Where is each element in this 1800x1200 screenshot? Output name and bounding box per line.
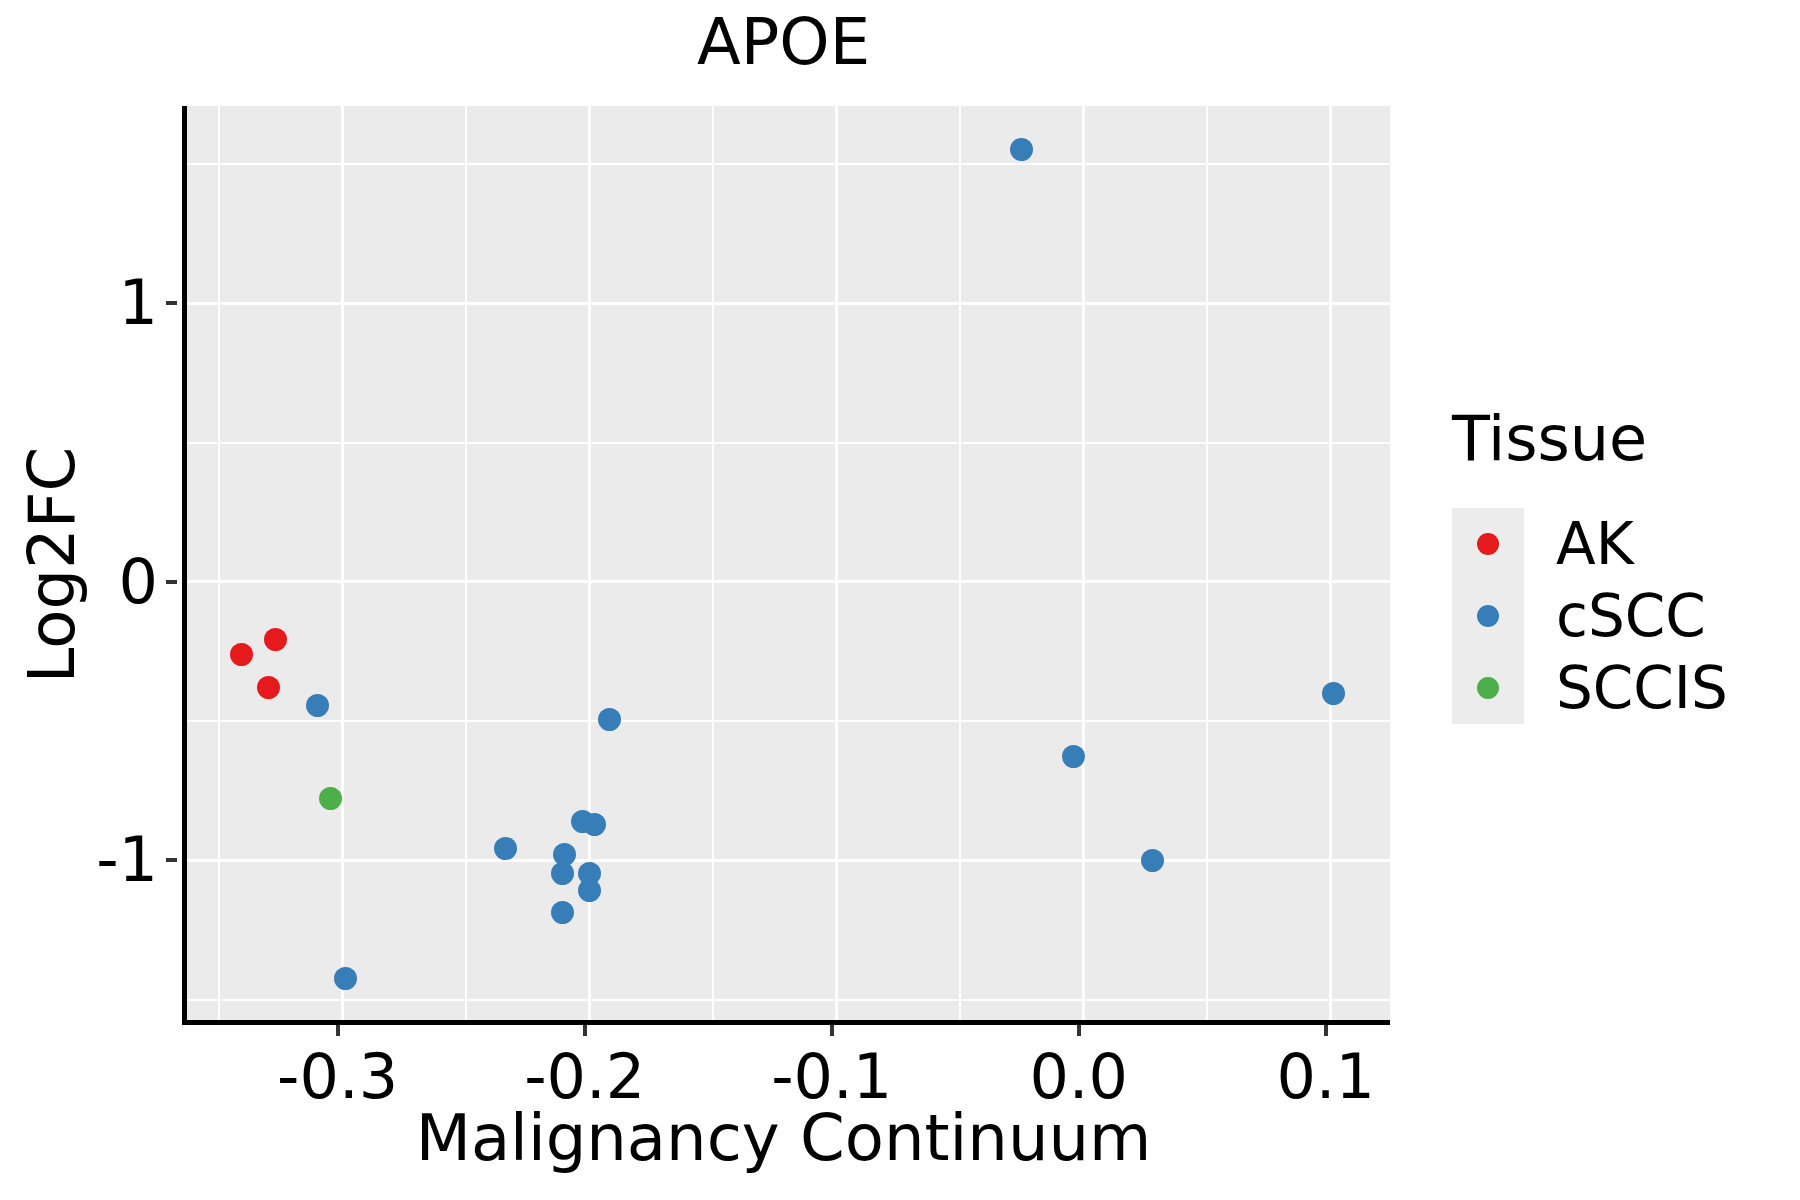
- x-axis-tick: [1324, 1025, 1328, 1036]
- legend-label-cscc: cSCC: [1556, 587, 1706, 645]
- legend-item-ak: AK: [1452, 508, 1728, 580]
- data-point-cscc: [334, 967, 357, 990]
- major-gridline-y: [187, 580, 1390, 583]
- x-tick-label: 0.1: [1276, 1046, 1375, 1108]
- sccis-dot-icon: [1477, 677, 1499, 699]
- data-point-ak: [264, 628, 287, 651]
- legend-key-box: [1452, 508, 1524, 580]
- plot-panel: [182, 106, 1390, 1025]
- major-gridline-y: [187, 302, 1390, 305]
- data-point-cscc: [583, 813, 606, 836]
- data-point-cscc: [1010, 138, 1033, 161]
- y-tick-label: 1: [119, 272, 158, 334]
- legend-key-box: [1452, 580, 1524, 652]
- x-axis-tick: [336, 1025, 340, 1036]
- data-point-cscc: [551, 901, 574, 924]
- scatter-plot-figure: APOE Log2FC -0.3 -0.2 -0.1 0.0 0.1 -1 0 1 Malig…: [0, 0, 1800, 1200]
- legend-item-sccis: SCCIS: [1452, 652, 1728, 724]
- x-tick-label: -0.3: [277, 1046, 398, 1108]
- data-point-cscc: [598, 708, 621, 731]
- minor-gridline-y: [187, 720, 1390, 722]
- data-point-cscc: [551, 862, 574, 885]
- legend: Tissue AK cSCC SCCIS: [1452, 408, 1728, 724]
- x-axis-tick: [583, 1025, 587, 1036]
- major-gridline-x: [1082, 106, 1085, 1020]
- major-gridline-x: [341, 106, 344, 1020]
- major-gridline-y: [187, 859, 1390, 862]
- minor-gridline-x: [959, 106, 961, 1020]
- legend-item-cscc: cSCC: [1452, 580, 1728, 652]
- data-point-cscc: [578, 879, 601, 902]
- legend-key-box: [1452, 652, 1524, 724]
- major-gridline-x: [835, 106, 838, 1020]
- x-axis-label: Malignancy Continuum: [182, 1106, 1385, 1170]
- x-axis-tick: [830, 1025, 834, 1036]
- x-tick-label: 0.0: [1029, 1046, 1128, 1108]
- x-axis-tick: [1077, 1025, 1081, 1036]
- ak-dot-icon: [1477, 533, 1499, 555]
- cscc-dot-icon: [1477, 605, 1499, 627]
- y-tick-label: 0: [119, 551, 158, 613]
- data-point-sccis: [319, 787, 342, 810]
- chart-title: APOE: [182, 10, 1385, 74]
- data-point-cscc: [494, 837, 517, 860]
- minor-gridline-x: [218, 106, 220, 1020]
- y-tick-label: -1: [96, 829, 158, 891]
- y-axis-tick: [166, 301, 177, 305]
- minor-gridline-x: [1206, 106, 1208, 1020]
- minor-gridline-x: [465, 106, 467, 1020]
- y-axis-tick: [166, 858, 177, 862]
- data-point-ak: [257, 676, 280, 699]
- data-point-cscc: [1141, 849, 1164, 872]
- y-axis-label: Log2FC: [20, 447, 84, 684]
- legend-title: Tissue: [1452, 408, 1728, 470]
- major-gridline-x: [1329, 106, 1332, 1020]
- minor-gridline-y: [187, 442, 1390, 444]
- data-point-cscc: [1322, 682, 1345, 705]
- data-point-cscc: [306, 694, 329, 717]
- legend-label-sccis: SCCIS: [1556, 659, 1728, 717]
- x-tick-label: -0.1: [771, 1046, 892, 1108]
- minor-gridline-x: [712, 106, 714, 1020]
- minor-gridline-y: [187, 163, 1390, 165]
- data-point-ak: [230, 643, 253, 666]
- minor-gridline-y: [187, 999, 1390, 1001]
- y-axis-tick: [166, 580, 177, 584]
- x-tick-label: -0.2: [524, 1046, 645, 1108]
- legend-label-ak: AK: [1556, 515, 1634, 573]
